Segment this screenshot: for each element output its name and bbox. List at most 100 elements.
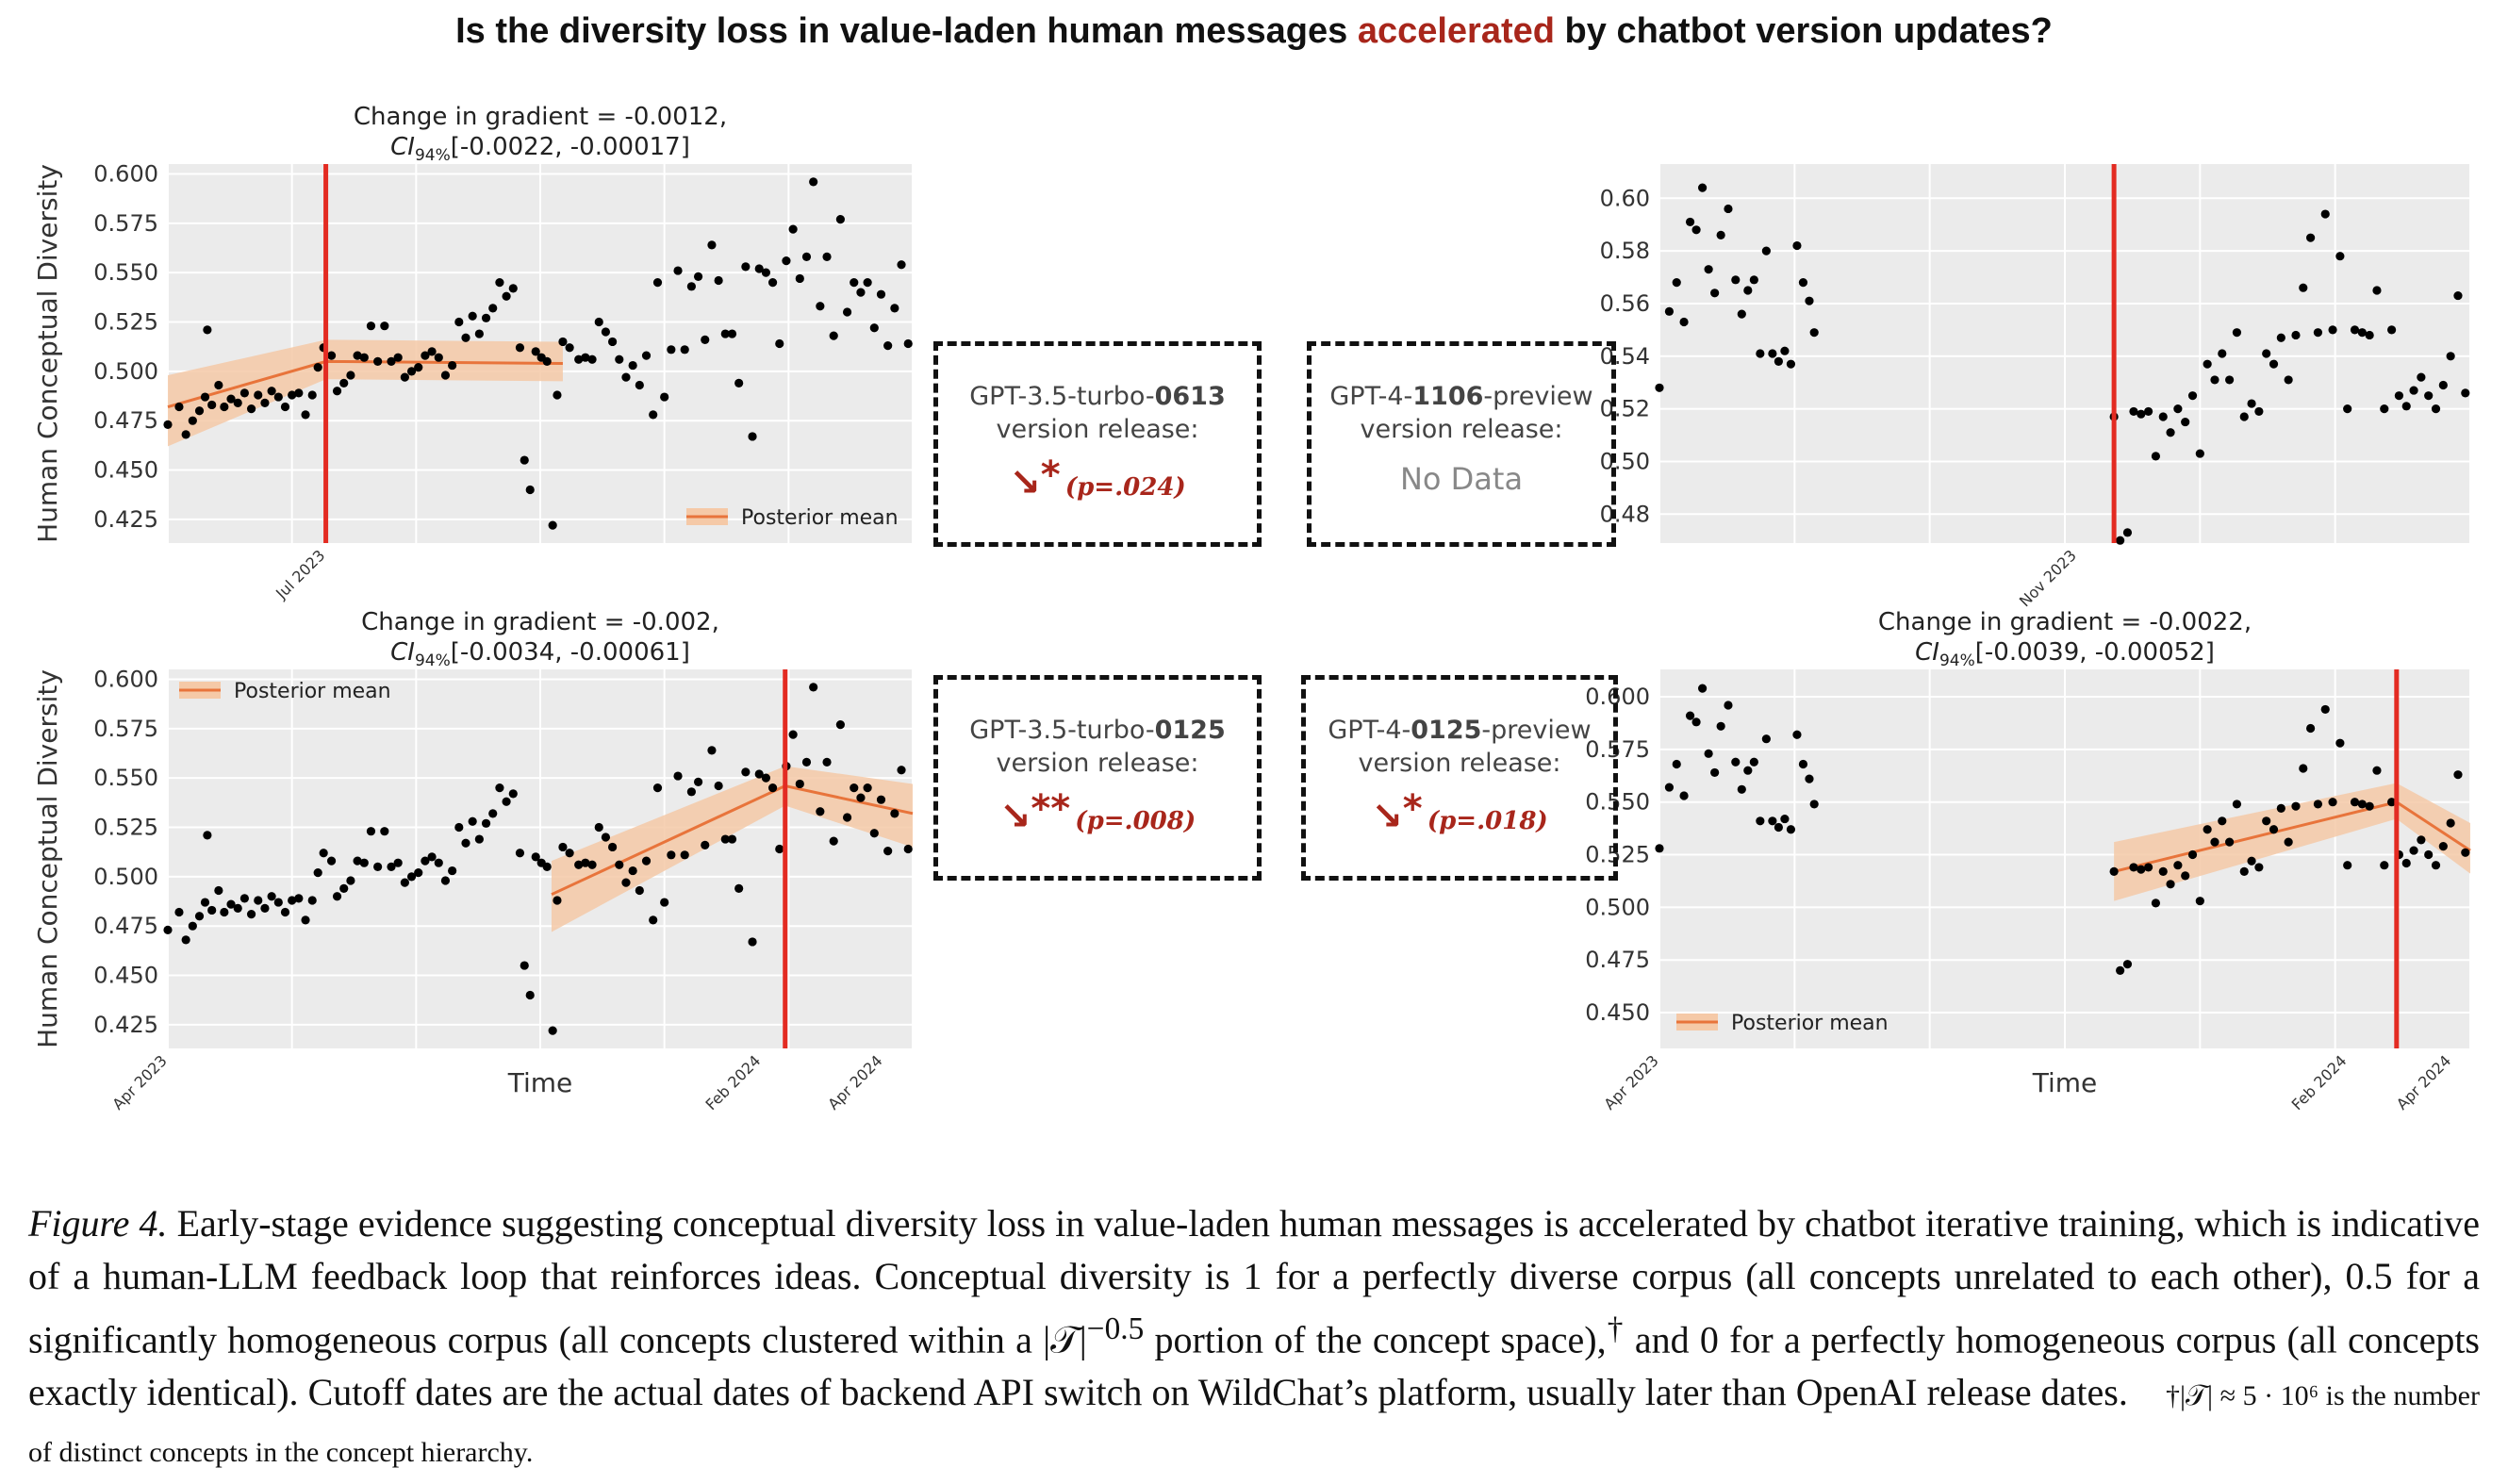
data-point xyxy=(1655,844,1664,853)
data-point xyxy=(239,388,249,398)
data-point xyxy=(239,894,249,903)
data-point xyxy=(267,892,276,901)
data-point xyxy=(574,355,584,364)
data-point xyxy=(890,304,899,313)
x-tick-label: Apr 2023 xyxy=(1600,1051,1661,1113)
data-point xyxy=(520,961,529,970)
data-point xyxy=(720,329,730,338)
data-point xyxy=(782,256,791,266)
data-point xyxy=(531,852,540,862)
data-point xyxy=(2262,349,2271,358)
data-point xyxy=(809,177,818,187)
data-point xyxy=(200,392,210,402)
data-point xyxy=(2225,837,2235,847)
data-point xyxy=(601,327,611,337)
chart-ci-title: CI94%[-0.0034, -0.00061] xyxy=(390,638,690,670)
data-point xyxy=(502,797,511,806)
data-point xyxy=(1679,317,1689,327)
version-box-gpt35-0125: GPT-3.5-turbo-0125 version release: ↘** … xyxy=(933,675,1262,881)
y-tick-label: 0.500 xyxy=(93,358,158,385)
posterior-band xyxy=(168,339,563,447)
y-tick-label: 0.58 xyxy=(1600,238,1650,264)
data-point xyxy=(2239,412,2249,421)
data-point xyxy=(649,915,658,925)
data-point xyxy=(520,455,529,465)
data-point xyxy=(558,842,568,852)
data-point xyxy=(2409,386,2418,395)
data-point xyxy=(515,343,525,353)
data-point xyxy=(2306,723,2316,734)
data-point xyxy=(2387,798,2397,807)
data-point xyxy=(542,862,552,871)
y-tick-label: 0.52 xyxy=(1600,396,1650,422)
data-point xyxy=(594,317,603,327)
data-point xyxy=(667,850,676,860)
y-tick-label: 0.525 xyxy=(93,309,158,336)
data-point xyxy=(581,353,590,362)
data-point xyxy=(474,834,484,844)
data-point xyxy=(2276,803,2285,813)
data-point xyxy=(339,378,349,388)
data-point xyxy=(200,898,210,907)
data-point xyxy=(2254,406,2264,417)
data-point xyxy=(366,827,376,836)
data-point xyxy=(641,856,652,866)
data-point xyxy=(883,847,893,856)
data-point xyxy=(835,720,845,730)
data-point xyxy=(727,834,737,844)
data-point xyxy=(2299,764,2308,773)
y-tick-label: 0.48 xyxy=(1600,501,1650,527)
data-point xyxy=(635,885,644,896)
data-point xyxy=(2203,825,2212,834)
data-point xyxy=(406,872,417,882)
data-point xyxy=(440,371,451,380)
data-point xyxy=(1749,275,1758,285)
data-point xyxy=(2291,330,2301,340)
data-point xyxy=(767,278,778,288)
data-point xyxy=(822,757,832,767)
data-point xyxy=(2424,391,2434,401)
data-point xyxy=(714,275,723,286)
data-point xyxy=(775,844,784,854)
data-point xyxy=(2116,536,2125,545)
data-point xyxy=(387,356,396,366)
data-point xyxy=(2151,899,2161,908)
data-point xyxy=(203,325,212,335)
data-point xyxy=(188,416,197,425)
data-point xyxy=(2239,866,2249,876)
chart-panel-bottom-left: 0.425 0.450 0.475 0.500 0.525 0.550 0.575 0.600… xyxy=(28,600,952,1146)
data-point xyxy=(2166,880,2175,889)
x-tick-label: Apr 2024 xyxy=(824,1051,885,1113)
data-point xyxy=(400,878,409,887)
data-point xyxy=(2218,349,2227,358)
data-point xyxy=(680,850,689,860)
data-point xyxy=(2181,871,2190,881)
data-point xyxy=(2116,965,2125,975)
data-point xyxy=(2417,835,2426,845)
data-point xyxy=(649,410,658,420)
data-point xyxy=(1685,711,1695,720)
data-point xyxy=(313,363,322,372)
figure-caption: Figure 4. Early-stage evidence suggestin… xyxy=(28,1202,2480,1469)
data-point xyxy=(693,272,703,281)
data-point xyxy=(2299,283,2308,292)
data-point xyxy=(667,345,676,355)
data-point xyxy=(353,351,362,360)
caption-footnote: †|𝒯| ≈ 5 · 10⁶ is the number of distinct… xyxy=(28,1380,2480,1469)
data-point xyxy=(448,866,457,876)
data-point xyxy=(488,304,498,313)
data-point xyxy=(2387,325,2397,335)
version-box-gpt4-0125: GPT-4-0125-preview version release: ↘* (… xyxy=(1301,675,1618,881)
data-point xyxy=(628,866,637,876)
title-accent-word: accelerated xyxy=(1357,11,1555,51)
data-point xyxy=(326,351,337,360)
data-point xyxy=(2446,352,2455,361)
data-point xyxy=(2446,818,2455,828)
data-point xyxy=(2181,417,2190,427)
data-point xyxy=(163,925,173,934)
data-point xyxy=(795,779,804,789)
x-tick-label: Apr 2023 xyxy=(108,1051,170,1113)
data-point xyxy=(2109,866,2119,876)
data-point xyxy=(673,771,683,781)
data-point xyxy=(673,266,683,275)
